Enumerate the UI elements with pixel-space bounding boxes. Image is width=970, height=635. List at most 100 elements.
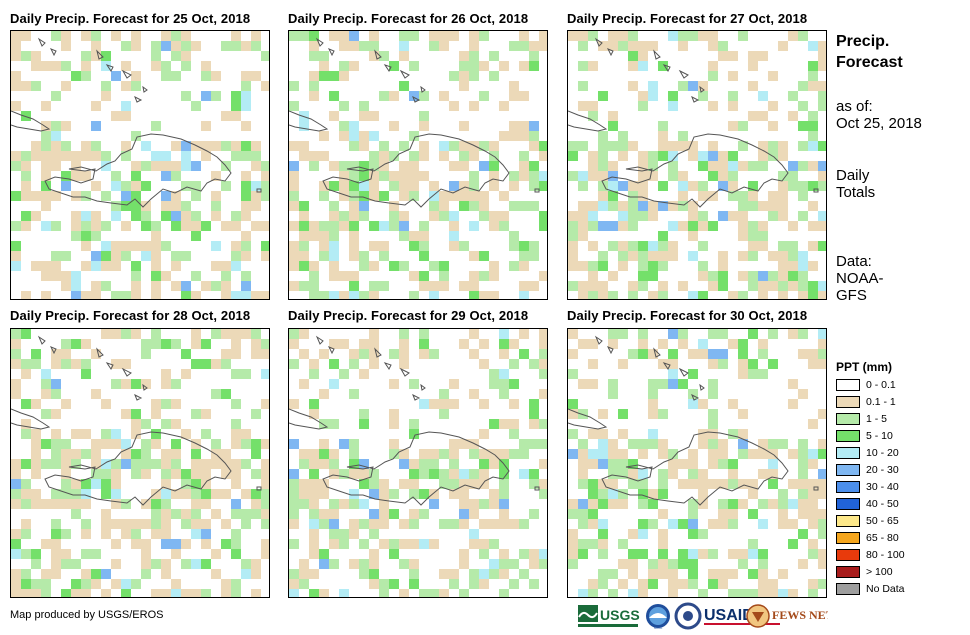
precip-cell	[748, 181, 758, 191]
precip-cell	[439, 31, 449, 41]
precip-cell	[798, 291, 808, 299]
precip-cell	[738, 589, 748, 597]
precip-cell	[419, 151, 429, 161]
precip-cell	[658, 549, 668, 559]
precip-cell	[21, 419, 31, 429]
precip-cell	[71, 499, 81, 509]
precip-cell	[221, 359, 231, 369]
precip-cell	[608, 339, 618, 349]
bahamas-outline	[37, 37, 148, 103]
precip-cell	[808, 479, 818, 489]
precip-cell	[309, 369, 319, 379]
precip-cell	[211, 241, 221, 251]
precip-cell	[61, 449, 71, 459]
precip-cell	[818, 519, 826, 529]
precip-cell	[201, 479, 211, 489]
precip-cell	[748, 589, 758, 597]
precip-cell	[748, 191, 758, 201]
precip-cell	[758, 281, 768, 291]
precip-cell	[748, 111, 758, 121]
precip-cell	[778, 271, 788, 281]
precip-cell	[71, 429, 81, 439]
precip-cell	[161, 479, 171, 489]
precip-cell	[638, 349, 648, 359]
precip-cell	[658, 559, 668, 569]
precip-cell	[369, 261, 379, 271]
precip-cell	[349, 499, 359, 509]
precip-cell	[409, 181, 419, 191]
precip-cell	[161, 569, 171, 579]
precip-cell	[808, 549, 818, 559]
precip-cell	[439, 479, 449, 489]
precip-cell	[369, 181, 379, 191]
precip-cell	[489, 161, 499, 171]
precip-cell	[389, 439, 399, 449]
precip-cell	[61, 141, 71, 151]
precip-cell	[359, 409, 369, 419]
precip-cell	[11, 31, 21, 41]
precip-cell	[798, 211, 808, 221]
precip-cell	[131, 459, 141, 469]
precip-cell	[251, 151, 261, 161]
precip-cell	[638, 271, 648, 281]
precip-cell	[41, 271, 51, 281]
precip-cell	[329, 241, 339, 251]
precip-cell	[161, 201, 171, 211]
precip-cell	[459, 339, 469, 349]
precip-cell	[778, 509, 788, 519]
precip-cell	[121, 359, 131, 369]
precip-cell	[618, 201, 628, 211]
precip-cell	[808, 359, 818, 369]
precip-cell	[151, 589, 161, 597]
precip-cell	[688, 509, 698, 519]
precip-cell	[479, 479, 489, 489]
precip-cell	[778, 291, 788, 299]
precip-cell	[241, 201, 251, 211]
precip-cell	[319, 349, 329, 359]
precip-cell	[728, 519, 738, 529]
precip-cell	[339, 41, 349, 51]
precip-cell	[241, 569, 251, 579]
precip-cell	[71, 171, 81, 181]
precip-cell	[101, 191, 111, 201]
precip-cell	[718, 499, 728, 509]
legend-swatch	[836, 583, 860, 595]
precip-cell	[658, 201, 668, 211]
precip-cell	[788, 111, 798, 121]
precip-cell	[638, 489, 648, 499]
precip-cell	[768, 579, 778, 589]
precip-cell	[758, 241, 768, 251]
precip-cell	[678, 579, 688, 589]
precip-cell	[329, 261, 339, 271]
precip-cell	[708, 439, 718, 449]
precip-cell	[658, 539, 668, 549]
precip-cell	[698, 151, 708, 161]
precip-cell	[429, 291, 439, 299]
precip-cell	[101, 509, 111, 519]
precip-cell	[231, 539, 241, 549]
precip-cell	[101, 161, 111, 171]
precip-cell	[11, 251, 21, 261]
precip-cell	[578, 459, 588, 469]
precip-cell	[638, 479, 648, 489]
precip-cell	[171, 51, 181, 61]
precip-cell	[389, 261, 399, 271]
precip-cell	[588, 281, 598, 291]
precip-cell	[309, 529, 319, 539]
precip-cell	[339, 121, 349, 131]
precip-cell	[489, 181, 499, 191]
precip-cell	[568, 261, 578, 271]
precip-cell	[688, 201, 698, 211]
precip-cell	[389, 121, 399, 131]
bahamas-outline	[315, 335, 426, 401]
precip-cell	[459, 499, 469, 509]
precip-cell	[738, 121, 748, 131]
precip-cell	[71, 479, 81, 489]
precip-cell	[648, 201, 658, 211]
precip-cell	[509, 339, 519, 349]
precip-cell	[309, 261, 319, 271]
precip-cell	[598, 131, 608, 141]
precip-cell	[539, 549, 547, 559]
precip-cell	[289, 31, 299, 41]
precip-cell	[738, 429, 748, 439]
